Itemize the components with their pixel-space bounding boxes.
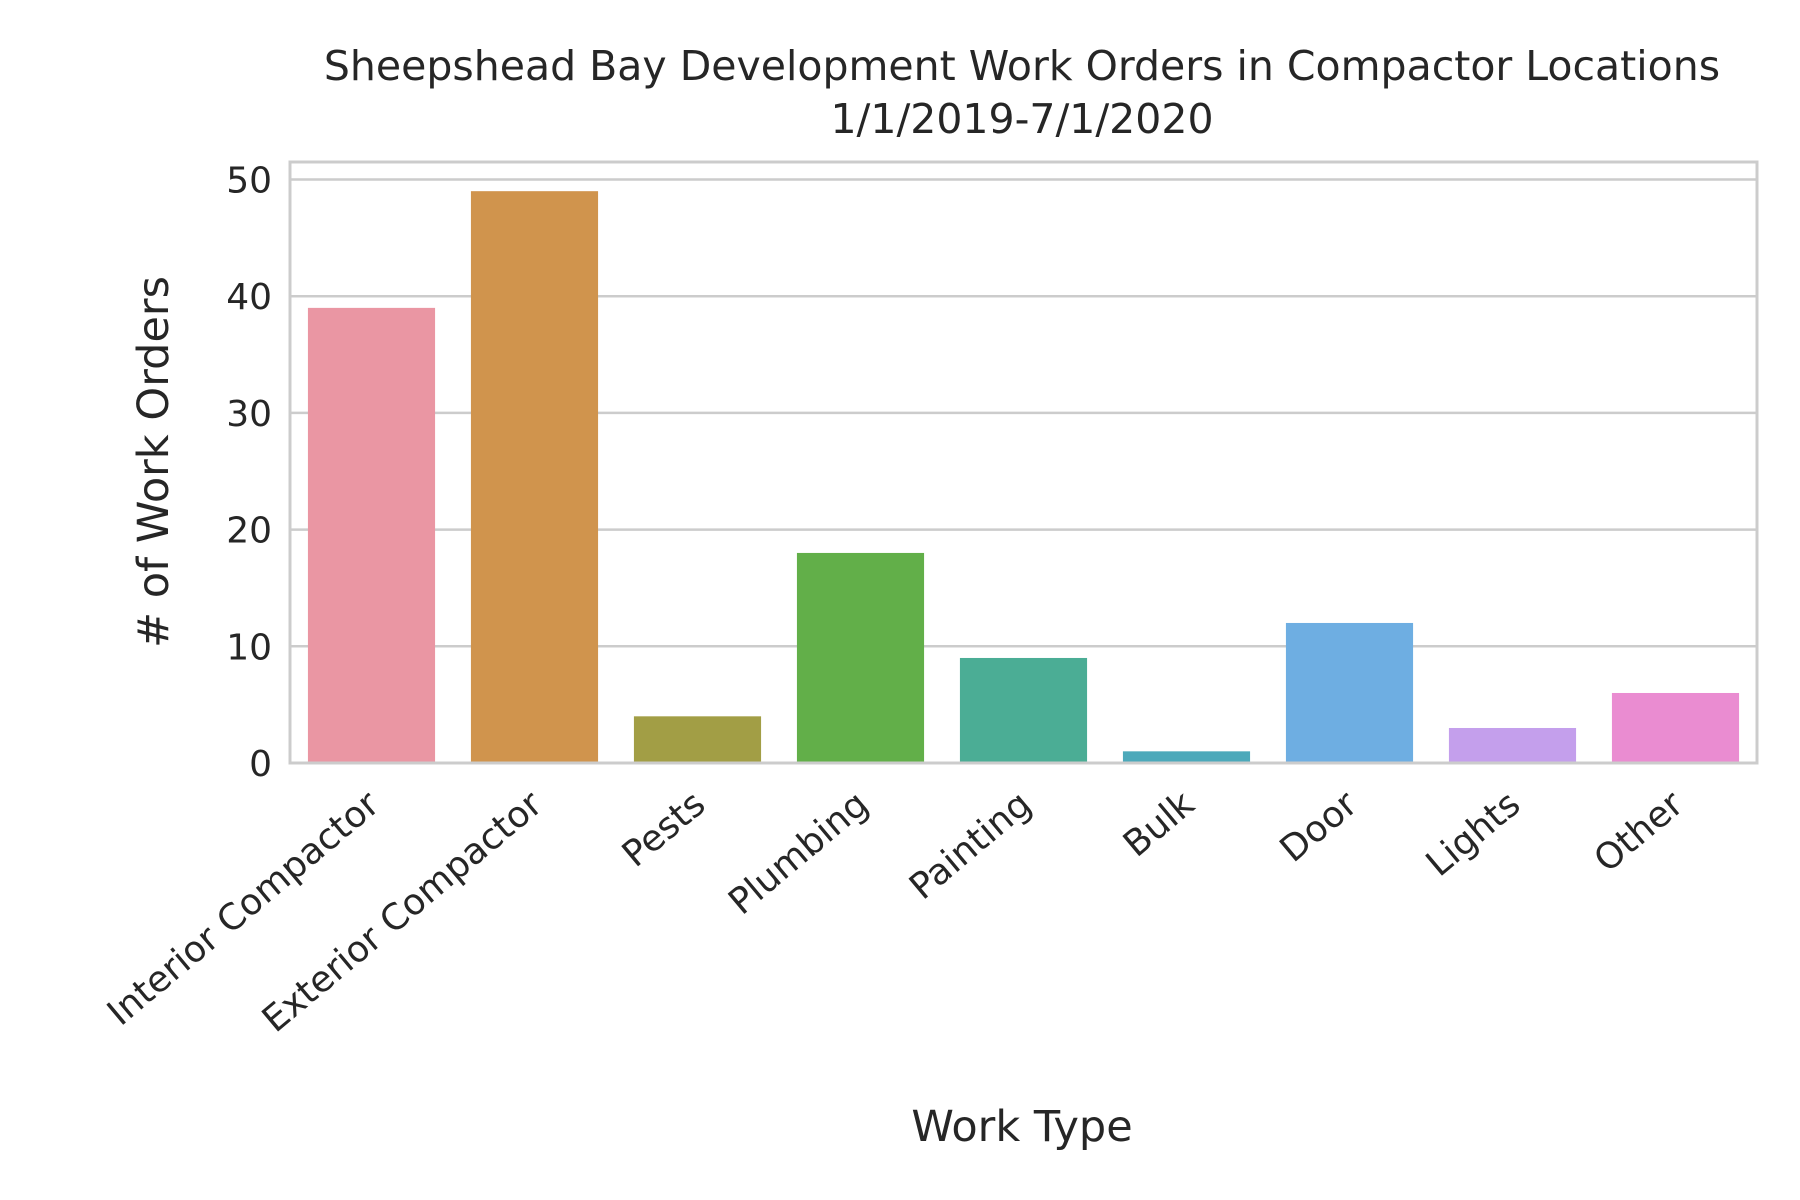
y-tick-labels: 0 10 20 30 40 50 [226, 161, 272, 785]
bar-door [1285, 622, 1414, 763]
bar-bulk [1122, 751, 1251, 763]
bar-other [1611, 692, 1740, 763]
y-tick-label: 30 [226, 394, 272, 435]
bar-lights [1448, 727, 1577, 763]
plot-frame [288, 160, 1759, 765]
bar-pests [633, 716, 762, 763]
bars [307, 191, 1740, 764]
bar-plumbing [796, 552, 925, 763]
bar-exterior-compactor [470, 191, 599, 764]
y-tick-label: 10 [226, 627, 272, 668]
y-tick-label: 0 [249, 744, 272, 785]
y-tick-label: 50 [226, 161, 272, 202]
chart-subtitle: 1/1/2019-7/1/2020 [830, 95, 1213, 143]
bar-painting [959, 657, 1088, 763]
x-axis-label: Work Type [911, 1102, 1132, 1152]
chart-title: Sheepshead Bay Development Work Orders i… [324, 42, 1720, 90]
y-tick-label: 40 [226, 277, 272, 318]
y-axis-label: # of Work Orders [129, 276, 179, 648]
y-tick-label: 20 [226, 511, 272, 552]
bar-interior-compactor [307, 307, 436, 763]
